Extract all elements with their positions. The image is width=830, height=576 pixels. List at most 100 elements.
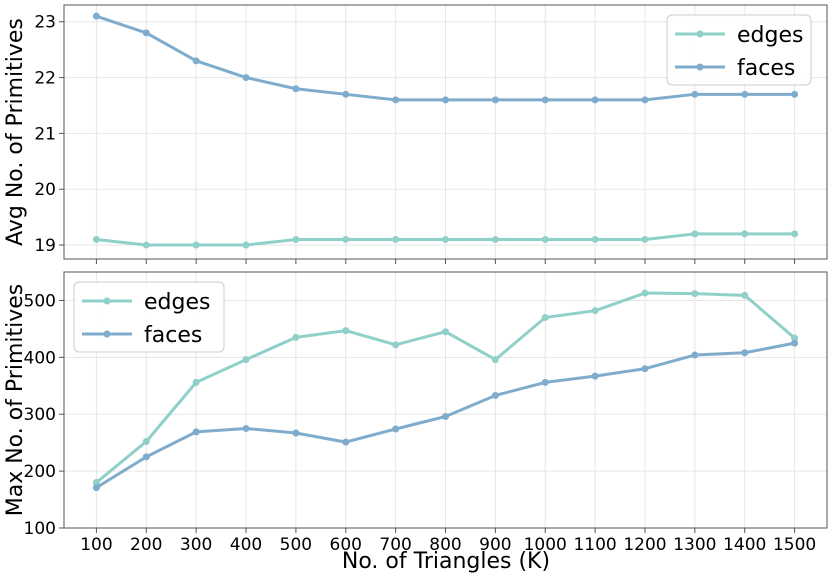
data-point-edges (292, 333, 300, 341)
legend-label-faces: faces (144, 323, 202, 348)
data-point-edges (142, 438, 150, 446)
x-tick-label: 100 (80, 535, 112, 555)
data-point-faces (192, 428, 200, 436)
data-point-edges (242, 356, 250, 364)
y-tick-label: 20 (34, 180, 56, 200)
data-point-edges (591, 235, 599, 243)
data-point-faces (142, 453, 150, 461)
y-axis-title: Max No. of Primitives (3, 284, 28, 517)
data-point-edges (741, 230, 749, 238)
legend: edges faces (73, 281, 225, 353)
x-tick-label: 1400 (723, 535, 766, 555)
data-point-edges (591, 307, 599, 315)
data-point-faces (691, 351, 699, 359)
x-tick-label: 200 (130, 535, 162, 555)
legend-label-edges: edges (144, 290, 210, 315)
data-point-faces (142, 29, 150, 37)
data-point-faces (342, 90, 350, 98)
legend-marker-edges (103, 297, 111, 305)
x-tick-label: 1100 (573, 535, 616, 555)
legend-marker-edges (696, 30, 704, 38)
x-tick-label: 600 (330, 535, 362, 555)
x-tick-label: 1000 (524, 535, 567, 555)
y-tick-label: 300 (24, 405, 56, 425)
data-point-faces (591, 96, 599, 104)
data-point-faces (641, 365, 649, 373)
data-point-edges (92, 235, 100, 243)
max-primitives-panel: 100 200 300 400 500 600 700 800 900 1000 1100 1200 1… (3, 271, 828, 555)
data-point-edges (491, 235, 499, 243)
data-point-faces (192, 57, 200, 65)
data-point-edges (142, 241, 150, 249)
data-point-faces (242, 74, 250, 82)
data-point-edges (392, 341, 400, 349)
data-point-faces (292, 85, 300, 93)
x-tick-label: 1300 (673, 535, 716, 555)
x-tick-label: 500 (280, 535, 312, 555)
data-point-edges (691, 230, 699, 238)
legend-label-faces: faces (737, 56, 795, 81)
data-point-edges (92, 478, 100, 486)
data-point-faces (292, 429, 300, 437)
data-point-edges (741, 291, 749, 299)
data-point-edges (442, 235, 449, 243)
y-tick-label: 21 (34, 124, 56, 144)
data-point-edges (292, 235, 300, 243)
data-point-faces (491, 96, 499, 104)
data-point-edges (641, 235, 649, 243)
data-point-edges (192, 241, 200, 249)
data-point-faces (92, 484, 100, 492)
legend: edges faces (666, 14, 812, 86)
y-tick-label: 23 (34, 13, 56, 33)
y-tick-label: 19 (34, 236, 56, 256)
data-point-edges (491, 356, 499, 364)
axes-frame (63, 4, 828, 260)
x-axis-title: No. of Triangles (K) (342, 549, 550, 574)
x-tick-label: 1500 (773, 535, 816, 555)
data-point-faces (541, 378, 549, 386)
data-point-edges (791, 334, 799, 342)
data-point-faces (442, 412, 449, 420)
data-point-faces (791, 339, 799, 347)
data-point-faces (591, 372, 599, 380)
data-point-edges (641, 289, 649, 297)
axes-frame (63, 271, 828, 529)
data-point-edges (242, 241, 250, 249)
data-point-faces (392, 425, 400, 433)
data-point-faces (741, 90, 749, 98)
data-point-faces (242, 424, 250, 432)
data-point-faces (392, 96, 400, 104)
data-point-faces (641, 96, 649, 104)
data-point-edges (691, 290, 699, 298)
y-tick-label: 500 (24, 291, 56, 311)
data-point-faces (541, 96, 549, 104)
x-tick-label: 900 (479, 535, 511, 555)
data-point-faces (342, 438, 350, 446)
legend-marker-faces (696, 63, 704, 71)
data-point-edges (192, 378, 200, 386)
data-point-edges (392, 235, 400, 243)
legend-marker-faces (103, 330, 111, 338)
x-tick-label: 1200 (623, 535, 666, 555)
data-point-edges (442, 328, 449, 336)
data-point-faces (92, 12, 100, 20)
data-point-edges (791, 230, 799, 238)
y-tick-label: 400 (24, 348, 56, 368)
y-tick-label: 100 (24, 519, 56, 539)
x-tick-label: 800 (429, 535, 461, 555)
y-tick-label: 22 (34, 69, 56, 89)
x-tick-label: 700 (379, 535, 411, 555)
data-point-faces (442, 96, 449, 104)
y-axis-title: Avg No. of Primitives (3, 18, 28, 246)
data-point-edges (342, 327, 350, 335)
avg-primitives-panel: 19 20 21 22 23 Avg No. of Primitives edges face… (3, 4, 828, 264)
data-point-edges (342, 235, 350, 243)
data-point-edges (541, 314, 549, 322)
x-tick-label: 300 (180, 535, 212, 555)
data-point-faces (741, 349, 749, 357)
data-point-edges (541, 235, 549, 243)
legend-label-edges: edges (737, 23, 803, 48)
data-point-faces (691, 90, 699, 98)
data-point-faces (791, 90, 799, 98)
